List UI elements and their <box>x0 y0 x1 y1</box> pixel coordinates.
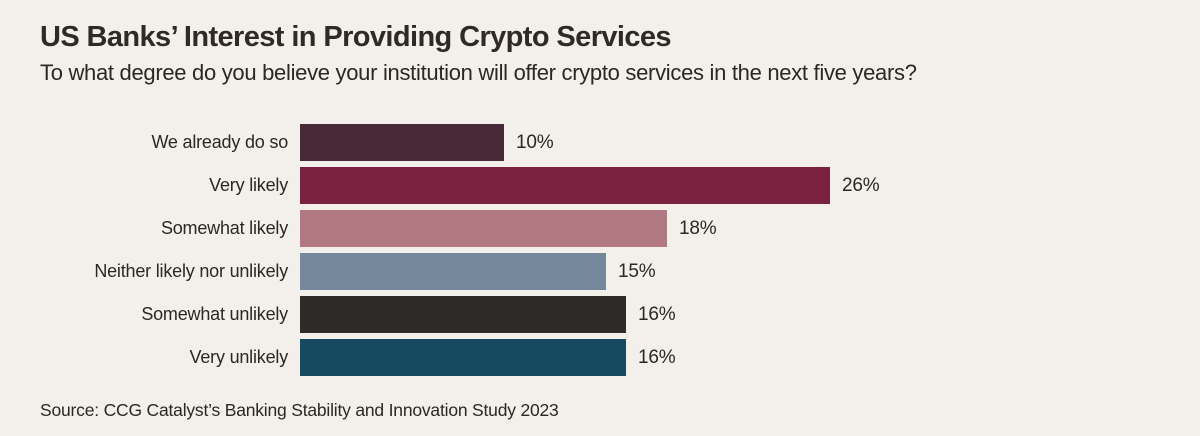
bar <box>300 253 606 290</box>
category-label: Somewhat unlikely <box>141 304 288 324</box>
bar-row: We already do so 10% <box>40 124 1160 161</box>
bar <box>300 167 830 204</box>
category-label: We already do so <box>151 132 288 152</box>
bar <box>300 339 626 376</box>
category-label: Very unlikely <box>189 347 289 367</box>
value-label: 26% <box>842 174 880 196</box>
bar-row: Somewhat likely 18% <box>40 210 1160 247</box>
bar <box>300 124 504 161</box>
category-label: Very likely <box>209 175 288 195</box>
bar-chart: We already do so 10% Very likely 26% Som… <box>40 124 1160 376</box>
category-label: Neither likely nor unlikely <box>94 261 288 281</box>
bar-row: Somewhat unlikely 16% <box>40 296 1160 333</box>
bar-row: Very likely 26% <box>40 167 1160 204</box>
value-label: 18% <box>679 217 717 239</box>
value-label: 16% <box>638 303 676 325</box>
chart-subtitle: To what degree do you believe your insti… <box>40 60 917 85</box>
value-label: 15% <box>618 260 656 282</box>
source-note: Source: CCG Catalyst’s Banking Stability… <box>40 400 559 420</box>
bar-row: Very unlikely 16% <box>40 339 1160 376</box>
chart-title: US Banks’ Interest in Providing Crypto S… <box>40 21 672 53</box>
category-label: Somewhat likely <box>160 218 288 238</box>
value-label: 16% <box>638 346 676 368</box>
bar <box>300 210 667 247</box>
bar <box>300 296 626 333</box>
chart-card: US Banks’ Interest in Providing Crypto S… <box>40 21 1160 420</box>
value-label: 10% <box>516 131 554 153</box>
bar-row: Neither likely nor unlikely 15% <box>40 253 1160 290</box>
